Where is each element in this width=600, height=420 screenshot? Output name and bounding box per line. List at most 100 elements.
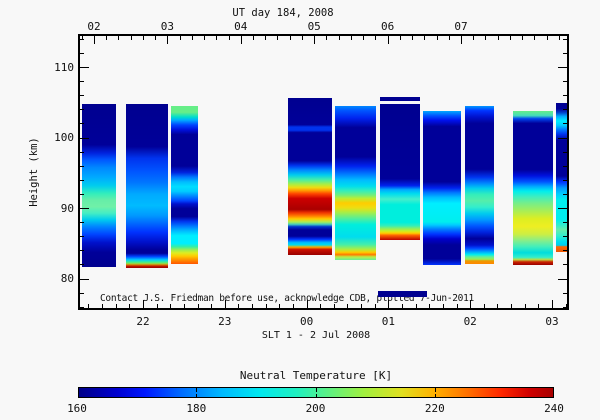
tick-mark [448,36,450,40]
tick-mark [470,300,472,308]
strike-bar-over-plotted [378,290,427,297]
bottom-axis-tick-label: 00 [299,315,314,328]
tick-mark [497,36,499,40]
tick-mark [434,388,436,392]
tick-mark [129,304,131,308]
top-axis-tick-label: 04 [234,20,248,33]
tick-mark [183,304,185,308]
tick-mark [80,165,84,167]
tick-mark [524,304,526,308]
data-column [380,103,420,240]
tick-mark [473,36,475,40]
tick-mark [563,264,567,266]
tick-mark [179,36,181,40]
tick-mark [442,304,444,308]
tick-mark [142,36,144,40]
tick-mark [347,304,349,308]
top-axis-title: UT day 184, 2008 [232,7,334,19]
tick-mark [563,38,567,40]
tick-mark [563,292,567,294]
plot-area [78,34,569,310]
tick-mark [80,81,84,83]
tick-mark [118,36,120,40]
tick-mark [80,52,84,54]
tick-mark [424,36,426,40]
bottom-axis-tick-label: 02 [463,315,477,328]
tick-mark [434,393,436,397]
data-column [423,110,461,266]
tick-mark [333,304,335,308]
tick-mark [252,304,254,308]
tick-mark [224,300,226,308]
tick-mark [436,36,438,40]
tick-mark [102,304,104,308]
tick-mark [228,36,230,40]
colorbar-tick-label: 240 [544,402,564,415]
tick-mark [338,36,340,40]
contact-note: Contact J.S. Friedman before use, acknow… [100,293,474,304]
tick-mark [80,95,84,97]
tick-mark [388,300,390,308]
tick-mark [511,304,513,308]
colorbar-tick-label: 220 [424,402,445,415]
tick-mark [326,36,328,40]
tick-mark [88,304,90,308]
tick-mark [563,109,567,111]
tick-mark [80,67,89,68]
tick-mark [563,306,567,308]
top-axis-tick-label: 07 [454,20,468,33]
tick-mark [497,304,499,308]
tick-mark [315,393,317,397]
data-column [335,106,376,261]
tick-mark [415,304,417,308]
tick-mark [485,36,487,40]
tick-mark [456,304,458,308]
tick-mark [106,36,108,40]
tick-mark [301,36,303,40]
tick-mark [130,36,132,40]
tick-mark [80,208,89,209]
tick-mark [94,36,95,44]
tick-mark [320,304,322,308]
tick-mark [265,36,267,40]
data-column [288,98,332,256]
tick-mark [374,304,376,308]
tick-mark [538,304,540,308]
top-axis-tick-label: 02 [87,20,101,33]
y-axis-tick-label: 110 [54,60,74,74]
tick-mark [277,36,279,40]
tick-mark [563,193,567,195]
tick-mark [363,36,365,40]
tick-mark [429,304,431,308]
tick-mark [197,304,199,308]
tick-mark [80,109,84,111]
y-axis-tick-label: 90 [60,201,74,215]
colorbar-tick-label: 160 [67,402,87,415]
top-axis-tick-label: 03 [160,20,175,33]
colorbar-tick-label: 200 [305,402,326,415]
tick-mark [80,137,89,139]
colorbar-title: Neutral Temperature [K] [239,369,393,382]
tick-mark [143,300,144,308]
tick-mark [387,36,389,44]
tick-mark [565,304,567,308]
bottom-axis-tick-label: 22 [136,315,150,328]
y-axis-tick-label: 100 [54,131,74,144]
tick-mark [558,67,567,68]
tick-mark [563,123,567,125]
tick-mark [534,36,536,40]
data-column [556,102,569,252]
tick-mark [558,137,567,139]
tick-mark [546,36,548,40]
tick-mark [412,36,414,40]
tick-mark [314,36,316,44]
tick-mark [558,208,567,209]
data-column [82,104,116,268]
bottom-axis-tick-label: 01 [381,315,396,328]
tick-mark [483,304,485,308]
tick-mark [204,36,206,40]
tick-mark [80,222,84,224]
tick-mark [563,179,567,181]
tick-mark [238,304,240,308]
